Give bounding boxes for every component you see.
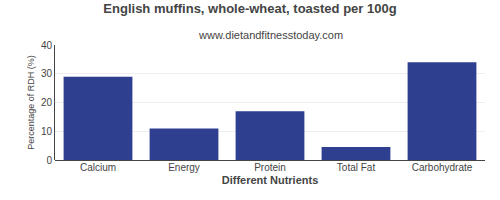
svg-text:Calcium: Calcium: [80, 162, 116, 173]
svg-text:Energy: Energy: [168, 162, 200, 173]
svg-text:30: 30: [41, 68, 53, 79]
svg-text:Percentage of RDH (%): Percentage of RDH (%): [26, 55, 36, 150]
svg-text:40: 40: [41, 40, 53, 51]
svg-text:0: 0: [46, 155, 52, 166]
svg-text:20: 20: [41, 97, 53, 108]
svg-text:www.dietandfitnesstoday.com: www.dietandfitnesstoday.com: [198, 29, 343, 41]
svg-text:10: 10: [41, 126, 53, 137]
svg-text:Protein: Protein: [254, 162, 286, 173]
svg-text:Total Fat: Total Fat: [337, 162, 376, 173]
svg-text:English muffins, whole-wheat,: English muffins, whole-wheat, toasted pe…: [103, 1, 396, 16]
svg-text:Different Nutrients: Different Nutrients: [222, 174, 319, 186]
svg-text:Carbohydrate: Carbohydrate: [412, 162, 473, 173]
